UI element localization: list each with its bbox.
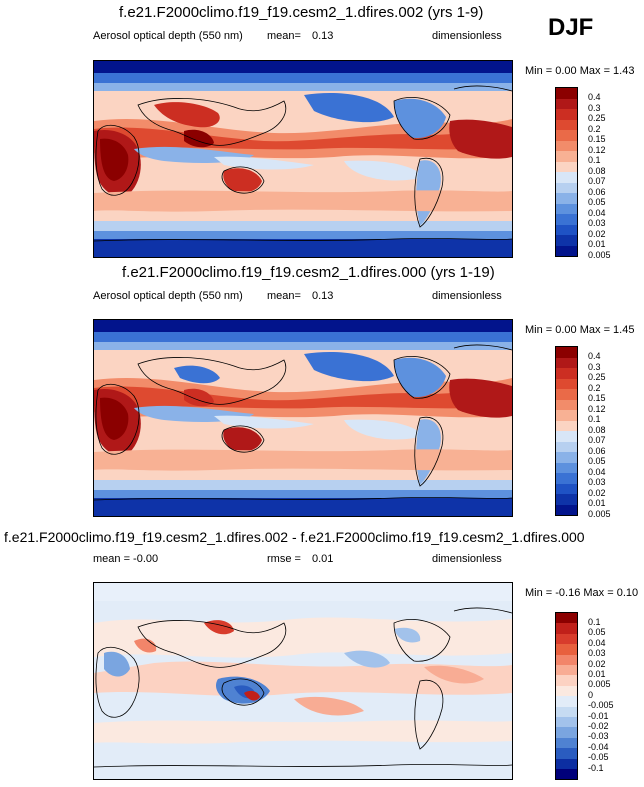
panel-1-map	[93, 60, 513, 258]
panel-3-colorbar	[555, 612, 578, 780]
panel-3-cbar-tick: -0.01	[588, 710, 609, 721]
panel-3-rmse-value: 0.01	[312, 553, 334, 565]
panel-1-cbar-tick: 0.08	[588, 165, 606, 176]
panel-2-map	[93, 319, 513, 517]
panel-1-cbar-tick: 0.02	[588, 228, 606, 239]
panel-2-cbar-tick: 0.06	[588, 445, 606, 456]
panel-2-title: f.e21.F2000climo.f19_f19.cesm2_1.dfires.…	[122, 264, 495, 281]
panel-2-cbar-tick: 0.01	[588, 498, 606, 508]
panel-1-cbar-tick: 0.3	[588, 102, 601, 113]
panel-3-cbar-tick: 0.05	[588, 627, 606, 638]
panel-1-colorbar	[555, 87, 578, 257]
panel-1-cbar-tick: 0.04	[588, 207, 606, 218]
panel-1-cbar-tick: 0.06	[588, 186, 606, 197]
panel-3-cbar-tick: 0.005	[588, 679, 611, 690]
panel-2-cbar-tick: 0.3	[588, 361, 601, 372]
panel-2-cbar-tick: 0.25	[588, 372, 606, 382]
panel-3-cbar-tick: -0.005	[588, 700, 614, 711]
panel-3-cbar-tick: 0	[588, 689, 594, 700]
panel-2-min-max: Min = 0.00 Max = 1.45	[525, 324, 635, 336]
panel-1-cbar-tick: 0.03	[588, 218, 606, 228]
panel-1-cbar-tick: 0.25	[588, 113, 606, 123]
panel-1-cbar-tick: 0.4	[588, 92, 601, 102]
panel-3-title: f.e21.F2000climo.f19_f19.cesm2_1.dfires.…	[4, 529, 585, 545]
panel-3-cbar-tick: -0.03	[588, 731, 609, 742]
panel-2-cbar-tick: 0.08	[588, 424, 606, 435]
season-label: DJF	[548, 14, 594, 41]
panel-2-cbar-tick: 0.07	[588, 435, 606, 445]
panel-3-cbar-tick: 0.03	[588, 648, 606, 659]
panel-2-colorbar	[555, 346, 578, 516]
panel-1-mean-label: mean=	[267, 30, 301, 42]
panel-1-cbar-tick: 0.12	[588, 144, 606, 155]
panel-1-min-max: Min = 0.00 Max = 1.43	[525, 65, 635, 77]
panel-3-cbar-tick: -0.04	[588, 741, 609, 752]
panel-3-units: dimensionless	[432, 553, 502, 565]
panel-3-mean-label: mean = -0.00	[93, 553, 159, 565]
panel-3-cbar-tick: 0.01	[588, 669, 606, 679]
panel-1-cbar-tick: 0.2	[588, 123, 601, 134]
panel-2-units: dimensionless	[432, 290, 502, 302]
panel-2-cbar-tick: 0.4	[588, 351, 601, 361]
panel-1-cbar-tick: 0.07	[588, 176, 606, 186]
panel-1-cbar-tick: 0.1	[588, 155, 601, 165]
panel-1-units: dimensionless	[432, 30, 502, 42]
panel-2-cbar-tick: 0.15	[588, 393, 606, 403]
panel-2-cbar-tick: 0.005	[588, 508, 611, 519]
panel-2-cbar-tick: 0.05	[588, 456, 606, 466]
panel-1-cbar-tick: 0.005	[588, 249, 611, 260]
panel-2-variable-label: Aerosol optical depth (550 nm)	[93, 290, 243, 302]
panel-1-title: f.e21.F2000climo.f19_f19.cesm2_1.dfires.…	[119, 4, 484, 21]
panel-2-mean-value: 0.13	[312, 290, 334, 302]
panel-1-cbar-tick: 0.15	[588, 134, 606, 144]
panel-3-cbar-tick: 0.04	[588, 637, 606, 648]
panel-3-cbar-tick: -0.05	[588, 752, 609, 763]
panel-2-cbar-tick: 0.02	[588, 487, 606, 498]
panel-3-map-svg	[94, 583, 512, 779]
panel-2-cbar-tick: 0.2	[588, 382, 601, 393]
panel-1-map-svg	[94, 61, 512, 257]
panel-3-rmse-label: rmse =	[267, 553, 301, 565]
panel-1-mean-value: 0.13	[312, 30, 334, 42]
panel-2-mean-label: mean=	[267, 290, 301, 302]
panel-3-cbar-tick: 0.02	[588, 658, 606, 669]
panel-3-map	[93, 582, 513, 780]
panel-2-cbar-tick: 0.1	[588, 414, 601, 424]
panel-2-map-svg	[94, 320, 512, 516]
panel-2-cbar-tick: 0.12	[588, 403, 606, 414]
panel-1-cbar-tick: 0.05	[588, 197, 606, 207]
panel-3-min-max: Min = -0.16 Max = 0.10	[525, 587, 639, 599]
panel-3-cbar-tick: -0.02	[588, 721, 609, 731]
panel-1-cbar-tick: 0.01	[588, 239, 606, 249]
panel-2-cbar-tick: 0.04	[588, 466, 606, 477]
panel-1-variable-label: Aerosol optical depth (550 nm)	[93, 30, 243, 42]
panel-2-cbar-tick: 0.03	[588, 477, 606, 487]
panel-3-cbar-tick: 0.1	[588, 617, 601, 627]
panel-3-cbar-tick: -0.1	[588, 762, 604, 773]
